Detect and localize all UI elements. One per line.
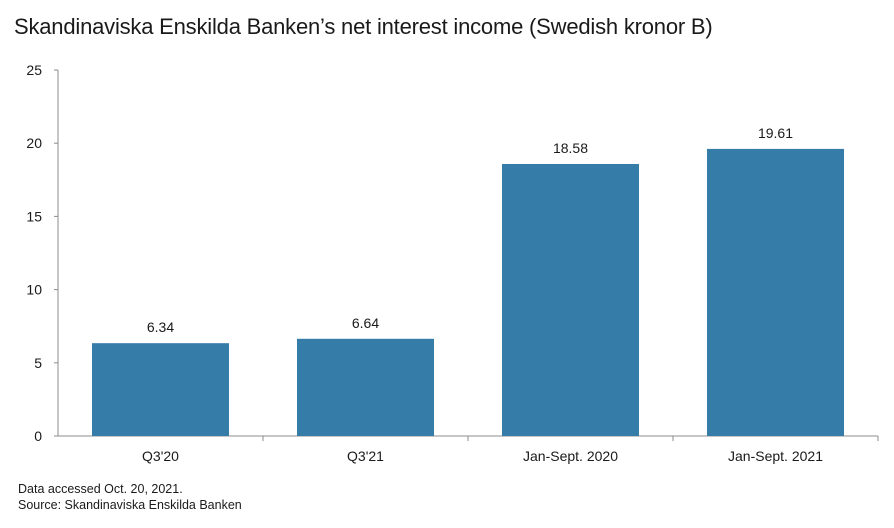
bar	[297, 338, 434, 436]
x-category-label: Q3'21	[347, 448, 384, 464]
data-label: 6.34	[147, 319, 174, 335]
x-category-label: Jan-Sept. 2021	[728, 448, 823, 464]
bar	[92, 343, 229, 436]
x-category-label: Jan-Sept. 2020	[523, 448, 618, 464]
footnotes: Data accessed Oct. 20, 2021. Source: Ska…	[18, 481, 242, 513]
bar	[707, 148, 844, 436]
y-tick-label: 0	[34, 428, 42, 444]
data-label: 6.64	[352, 315, 379, 331]
data-label: 18.58	[553, 140, 588, 156]
source-note: Source: Skandinaviska Enskilda Banken	[18, 498, 242, 512]
x-category-label: Q3'20	[142, 448, 179, 464]
y-tick-label: 5	[34, 355, 42, 371]
y-tick-label: 15	[26, 208, 42, 224]
bar	[502, 163, 639, 436]
y-tick-label: 20	[26, 135, 42, 151]
y-tick-label: 10	[26, 282, 42, 298]
data-accessed-note: Data accessed Oct. 20, 2021.	[18, 482, 183, 496]
data-label: 19.61	[758, 125, 793, 141]
y-tick-label: 25	[26, 62, 42, 78]
chart-title: Skandinaviska Enskilda Banken’s net inte…	[14, 14, 713, 39]
